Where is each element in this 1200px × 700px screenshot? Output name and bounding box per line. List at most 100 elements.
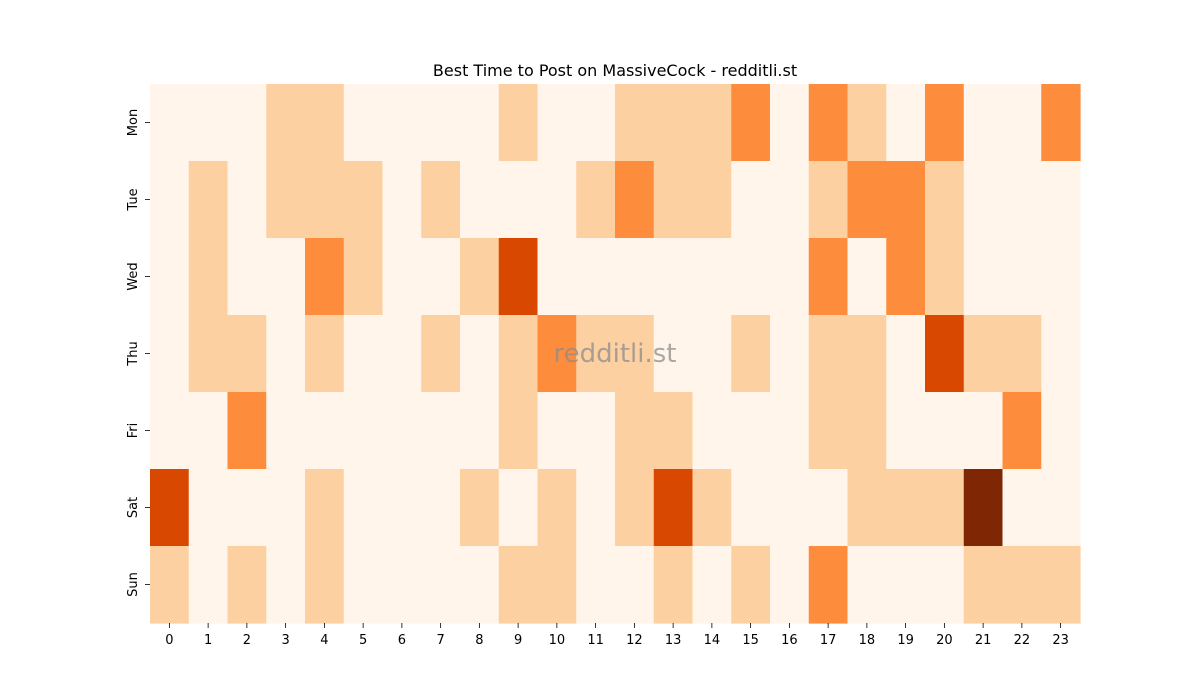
- heatmap-cell-fri-5: [343, 392, 384, 470]
- heatmap-cell-wed-15: [731, 238, 771, 316]
- heatmap-cell-sun-16: [770, 546, 810, 624]
- heatmap-cell-sun-19: [886, 546, 926, 624]
- heatmap-cell-sat-4: [305, 469, 345, 547]
- heatmap-cell-mon-19: [886, 84, 926, 162]
- heatmap-cell-fri-22: [1002, 392, 1042, 470]
- heatmap-cell-sun-23: [1041, 546, 1081, 624]
- heatmap-cell-sat-1: [188, 469, 229, 547]
- heatmap-cell-sat-10: [537, 469, 577, 547]
- heatmap-cell-sun-15: [731, 546, 771, 624]
- heatmap-cell-sat-17: [808, 469, 849, 547]
- heatmap-cell-wed-11: [576, 238, 616, 316]
- heatmap-cell-sat-20: [925, 469, 965, 547]
- heatmap-cell-mon-23: [1041, 84, 1081, 162]
- heatmap-cell-tue-23: [1041, 161, 1081, 239]
- heatmap-cell-mon-13: [653, 84, 694, 162]
- heatmap-cell-sat-21: [963, 469, 1004, 547]
- chart-title: Best Time to Post on MassiveCock - reddi…: [433, 61, 797, 80]
- heatmap-cell-thu-16: [770, 315, 810, 393]
- heatmap-cell-sun-21: [963, 546, 1004, 624]
- heatmap-cell-fri-4: [305, 392, 345, 470]
- heatmap-cell-fri-21: [963, 392, 1004, 470]
- heatmap-cell-mon-20: [925, 84, 965, 162]
- heatmap-cell-fri-17: [808, 392, 849, 470]
- heatmap-cell-fri-1: [188, 392, 229, 470]
- heatmap-cell-tue-7: [421, 161, 461, 239]
- heatmap-cell-wed-22: [1002, 238, 1042, 316]
- heatmap-cell-mon-7: [421, 84, 461, 162]
- heatmap-cell-wed-16: [770, 238, 810, 316]
- heatmap-cell-wed-21: [963, 238, 1004, 316]
- heatmap-cell-sun-9: [498, 546, 539, 624]
- x-tick-label: 9: [514, 633, 522, 648]
- heatmap-cell-tue-14: [692, 161, 732, 239]
- heatmap-cell-sat-5: [343, 469, 384, 547]
- heatmap-cell-fri-0: [150, 392, 190, 470]
- heatmap-cell-wed-2: [227, 238, 267, 316]
- heatmap-cell-wed-19: [886, 238, 926, 316]
- heatmap-cell-thu-17: [808, 315, 849, 393]
- heatmap-cell-fri-13: [653, 392, 694, 470]
- heatmap-cell-sat-13: [653, 469, 694, 547]
- heatmap-cell-tue-2: [227, 161, 267, 239]
- heatmap-cell-mon-0: [150, 84, 190, 162]
- y-tick-label: Sun: [126, 572, 141, 597]
- heatmap-cell-sun-6: [382, 546, 422, 624]
- heatmap-cell-tue-11: [576, 161, 616, 239]
- heatmap-cell-thu-9: [498, 315, 539, 393]
- heatmap-cell-mon-9: [498, 84, 539, 162]
- heatmap-cell-sun-0: [150, 546, 190, 624]
- x-axis: 0 1 2 3 4 5 6 7 8 9 10 11 12 13 14 15 16 17 18 19 20 21 22 23: [165, 623, 1069, 648]
- heatmap-cell-thu-7: [421, 315, 461, 393]
- heatmap-cell-wed-18: [847, 238, 887, 316]
- heatmap-cell-thu-22: [1002, 315, 1042, 393]
- heatmap-cell-tue-19: [886, 161, 926, 239]
- heatmap-cell-tue-16: [770, 161, 810, 239]
- heatmap-cell-tue-5: [343, 161, 384, 239]
- x-tick-label: 1: [204, 633, 212, 648]
- x-tick-label: 6: [398, 633, 406, 648]
- heatmap-cell-sat-22: [1002, 469, 1042, 547]
- heatmap-cell-fri-23: [1041, 392, 1081, 470]
- heatmap-cell-thu-3: [266, 315, 306, 393]
- heatmap-cell-tue-0: [150, 161, 190, 239]
- heatmap-cell-fri-20: [925, 392, 965, 470]
- heatmap-cell-sun-4: [305, 546, 345, 624]
- heatmap-cell-fri-18: [847, 392, 887, 470]
- heatmap-cell-tue-13: [653, 161, 694, 239]
- heatmap-cell-tue-17: [808, 161, 849, 239]
- heatmap-cells: [150, 84, 1081, 624]
- heatmap-cell-tue-12: [615, 161, 655, 239]
- y-tick-label: Tue: [126, 188, 141, 211]
- heatmap-cell-sat-12: [615, 469, 655, 547]
- x-tick-label: 2: [243, 633, 251, 648]
- heatmap-cell-thu-6: [382, 315, 422, 393]
- y-tick-label: Wed: [126, 262, 141, 290]
- heatmap-cell-sun-20: [925, 546, 965, 624]
- heatmap-cell-sat-8: [460, 469, 500, 547]
- y-axis: Mon Tue Wed Thu Fri Sat Sun: [126, 109, 150, 597]
- heatmap-cell-thu-11: [576, 315, 616, 393]
- heatmap-cell-sun-5: [343, 546, 384, 624]
- heatmap-cell-sat-3: [266, 469, 306, 547]
- heatmap-cell-tue-3: [266, 161, 306, 239]
- x-tick-label: 22: [1014, 633, 1031, 648]
- heatmap-cell-wed-3: [266, 238, 306, 316]
- heatmap-cell-mon-4: [305, 84, 345, 162]
- heatmap-cell-fri-7: [421, 392, 461, 470]
- heatmap-cell-thu-23: [1041, 315, 1081, 393]
- x-tick-label: 18: [859, 633, 876, 648]
- heatmap-cell-mon-2: [227, 84, 267, 162]
- heatmap-cell-mon-5: [343, 84, 384, 162]
- heatmap-cell-wed-0: [150, 238, 190, 316]
- heatmap-cell-thu-10: [537, 315, 577, 393]
- watermark-text: redditli.st: [554, 339, 677, 369]
- heatmap-cell-wed-20: [925, 238, 965, 316]
- heatmap-cell-mon-21: [963, 84, 1004, 162]
- heatmap-cell-thu-5: [343, 315, 384, 393]
- heatmap-cell-fri-19: [886, 392, 926, 470]
- heatmap-cell-tue-18: [847, 161, 887, 239]
- heatmap-cell-wed-5: [343, 238, 384, 316]
- heatmap-cell-wed-14: [692, 238, 732, 316]
- heatmap-cell-wed-10: [537, 238, 577, 316]
